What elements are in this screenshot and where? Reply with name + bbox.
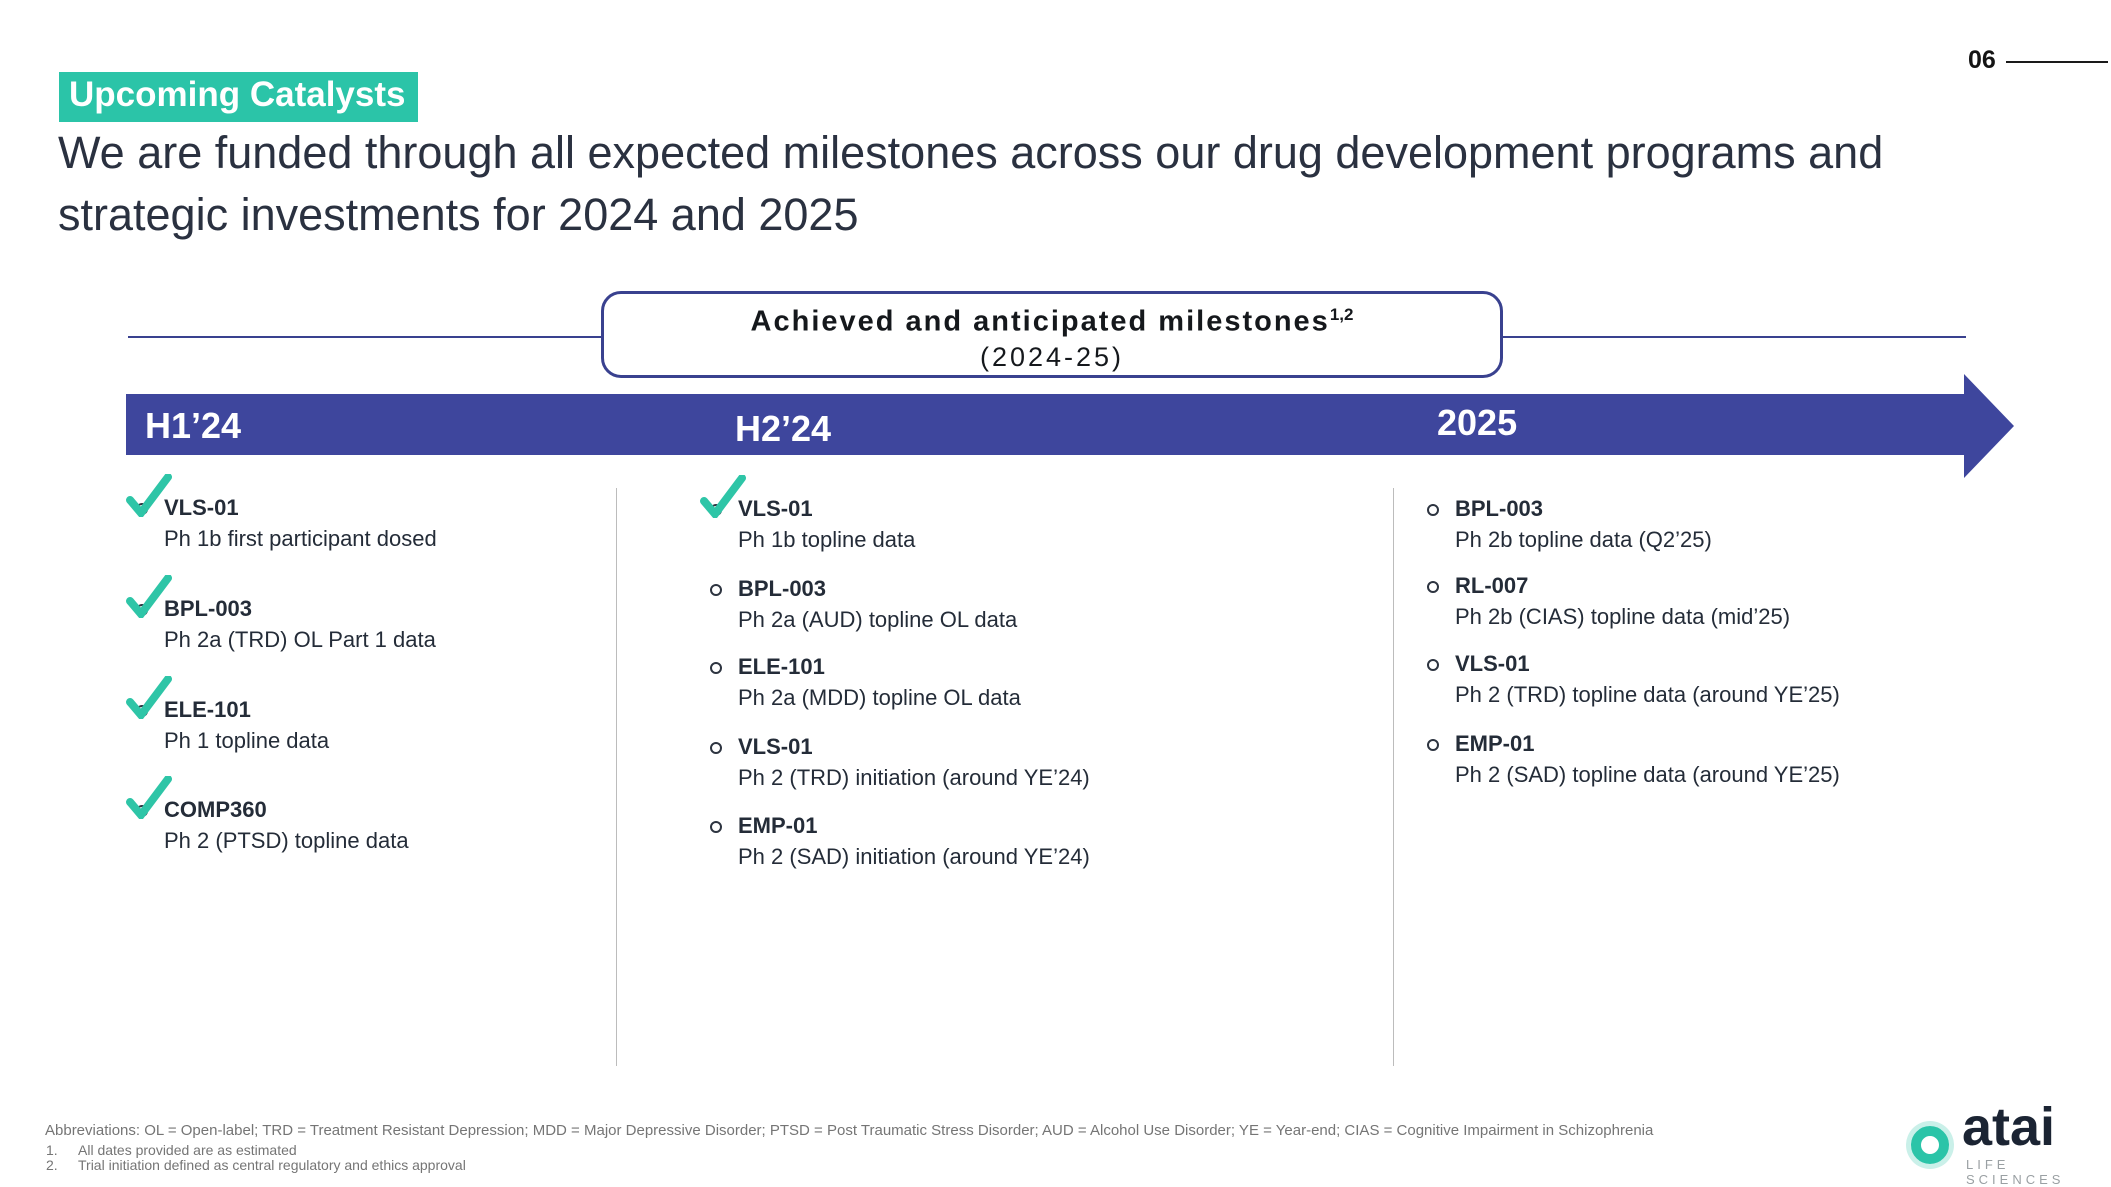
milestones-box-superscript: 1,2 xyxy=(1329,305,1354,324)
slide-title-line2: strategic investments for 2024 and 2025 xyxy=(58,189,859,240)
program-name: VLS-01 xyxy=(1455,651,1530,676)
circle-bullet-icon xyxy=(1427,581,1439,593)
milestones-box-title: Achieved and anticipated milestones1,2 xyxy=(604,305,1500,339)
milestone-detail: Ph 2a (TRD) OL Part 1 data xyxy=(164,627,436,652)
check-icon xyxy=(700,475,746,518)
slide-title: We are funded through all expected miles… xyxy=(58,122,1883,246)
program-name: COMP360 xyxy=(164,797,267,822)
slide-title-line1: We are funded through all expected miles… xyxy=(58,127,1884,178)
milestone-item: VLS-01 Ph 2 (TRD) topline data (around Y… xyxy=(1427,650,1840,708)
section-badge: Upcoming Catalysts xyxy=(59,72,419,122)
check-icon xyxy=(126,474,172,517)
timeline-arrow-bar xyxy=(126,394,1964,455)
milestone-item: RL-007 Ph 2b (CIAS) topline data (mid’25… xyxy=(1427,572,1791,630)
column-divider xyxy=(1393,488,1394,1066)
program-name: EMP-01 xyxy=(1455,731,1535,756)
milestones-box-subtitle: (2024-25) xyxy=(979,341,1125,372)
circle-bullet-icon xyxy=(1427,739,1439,751)
program-name: BPL-003 xyxy=(164,596,253,621)
milestone-detail: Ph 2 (PTSD) topline data xyxy=(164,828,409,853)
milestone-item: EMP-01 Ph 2 (SAD) initiation (around YE’… xyxy=(710,812,1090,870)
circle-bullet-icon xyxy=(710,821,722,833)
timeline-segment-h1-24: H1’24 xyxy=(145,405,242,446)
milestone-item: BPL-003 Ph 2b topline data (Q2’25) xyxy=(1427,495,1712,553)
footnote-2-text: Trial initiation defined as central regu… xyxy=(78,1157,466,1173)
program-name: BPL-003 xyxy=(1455,496,1544,521)
timeline-segment-h2-24: H2’24 xyxy=(735,408,832,449)
page-number: 06 xyxy=(1968,46,1996,74)
check-icon xyxy=(126,776,172,819)
milestones-box: Achieved and anticipated milestones1,2 (… xyxy=(601,291,1503,378)
atai-wordmark: atai xyxy=(1962,1097,2056,1157)
page-number-rule xyxy=(2006,61,2108,63)
milestones-box-title-text: Achieved and anticipated milestones xyxy=(750,305,1330,338)
program-name: VLS-01 xyxy=(738,496,813,521)
milestone-item: BPL-003 Ph 2a (AUD) topline OL data xyxy=(710,575,1018,633)
milestone-detail: Ph 1b topline data xyxy=(738,527,916,552)
atai-tagline: LIFE SCIENCES xyxy=(1966,1157,2065,1187)
program-name: VLS-01 xyxy=(738,734,813,759)
milestone-item: VLS-01 Ph 1b first participant dosed xyxy=(126,474,437,552)
milestone-item: COMP360 Ph 2 (PTSD) topline data xyxy=(126,776,409,854)
check-icon xyxy=(126,676,172,719)
abbreviations-text: Abbreviations: OL = Open-label; TRD = Tr… xyxy=(45,1122,1654,1139)
milestone-item: VLS-01 Ph 1b topline data xyxy=(700,475,916,553)
footnote-1: 1. All dates provided are as estimated xyxy=(46,1142,297,1158)
program-name: BPL-003 xyxy=(738,576,827,601)
footnote-2-number: 2. xyxy=(46,1157,58,1173)
circle-bullet-icon xyxy=(710,584,722,596)
footnote-1-number: 1. xyxy=(46,1142,58,1158)
program-name: EMP-01 xyxy=(738,813,818,838)
milestone-detail: Ph 2 (TRD) initiation (around YE’24) xyxy=(738,765,1090,790)
atai-ring-logo-icon xyxy=(1911,1126,1949,1164)
timeline-segment-2025: 2025 xyxy=(1437,402,1518,443)
milestone-detail: Ph 2a (MDD) topline OL data xyxy=(738,685,1021,710)
circle-bullet-icon xyxy=(710,662,722,674)
footnote-2: 2. Trial initiation defined as central re… xyxy=(46,1157,466,1173)
milestone-detail: Ph 2a (AUD) topline OL data xyxy=(738,607,1018,632)
milestone-item: ELE-101 Ph 2a (MDD) topline OL data xyxy=(710,653,1021,711)
program-name: ELE-101 xyxy=(164,697,251,722)
program-name: VLS-01 xyxy=(164,495,239,520)
program-name: ELE-101 xyxy=(738,654,825,679)
milestone-detail: Ph 2 (SAD) topline data (around YE’25) xyxy=(1455,762,1840,787)
milestone-item: EMP-01 Ph 2 (SAD) topline data (around Y… xyxy=(1427,730,1840,788)
program-name: RL-007 xyxy=(1455,573,1529,598)
milestone-detail: Ph 2 (TRD) topline data (around YE’25) xyxy=(1455,682,1840,707)
circle-bullet-icon xyxy=(1427,659,1439,671)
milestone-item: ELE-101 Ph 1 topline data xyxy=(126,676,330,754)
timeline-arrow-head-icon xyxy=(1964,374,2014,478)
milestone-item: VLS-01 Ph 2 (TRD) initiation (around YE’… xyxy=(710,733,1090,791)
circle-bullet-icon xyxy=(1427,504,1439,516)
milestone-detail: Ph 2b topline data (Q2’25) xyxy=(1455,527,1712,552)
column-divider xyxy=(616,488,617,1066)
milestone-detail: Ph 1b first participant dosed xyxy=(164,526,437,551)
circle-bullet-icon xyxy=(710,742,722,754)
milestone-detail: Ph 2 (SAD) initiation (around YE’24) xyxy=(738,844,1090,869)
check-icon xyxy=(126,575,172,618)
milestone-detail: Ph 1 topline data xyxy=(164,728,330,753)
milestone-item: BPL-003 Ph 2a (TRD) OL Part 1 data xyxy=(126,575,436,653)
milestone-detail: Ph 2b (CIAS) topline data (mid’25) xyxy=(1455,604,1791,629)
footnote-1-text: All dates provided are as estimated xyxy=(78,1142,297,1158)
